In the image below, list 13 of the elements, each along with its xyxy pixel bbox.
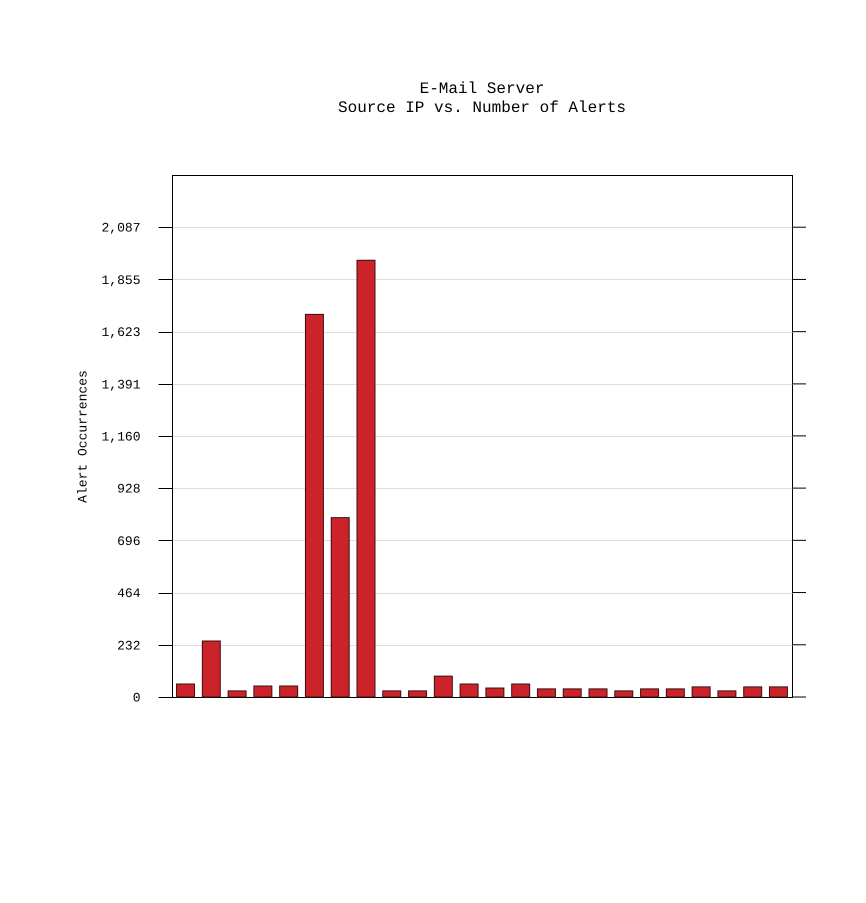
chart-subtitle: Source IP vs. Number of Alerts <box>338 99 626 117</box>
y-tick-label: 232 <box>117 638 140 654</box>
y-tick-label: 1,391 <box>101 377 141 392</box>
y-tick-label: 1,623 <box>101 325 140 340</box>
y-tick-label: 1,160 <box>101 429 140 444</box>
y-tick-label: 0 <box>132 690 140 706</box>
y-axis-title: Alert Occurrences <box>75 370 90 503</box>
y-tick-label: 2,087 <box>101 220 140 236</box>
y-tick-label: 696 <box>117 534 140 549</box>
chart-title: E-Mail Server <box>420 80 544 98</box>
y-tick-label: 928 <box>117 482 140 497</box>
y-tick-label: 1,855 <box>101 272 140 288</box>
y-tick-label: 464 <box>117 586 141 602</box>
